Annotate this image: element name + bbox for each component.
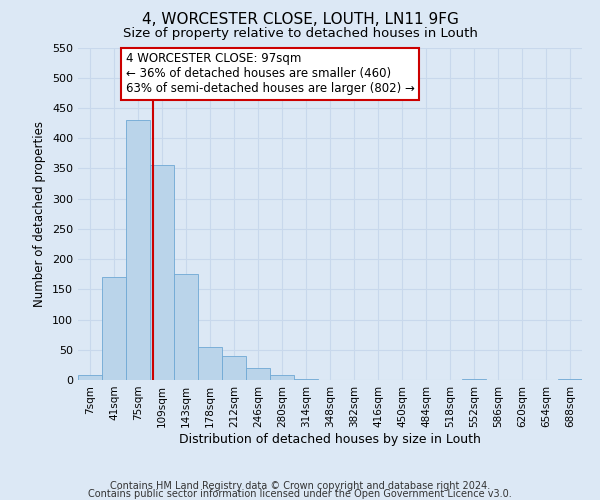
Bar xyxy=(174,274,198,380)
Bar xyxy=(126,120,150,380)
Text: 4, WORCESTER CLOSE, LOUTH, LN11 9FG: 4, WORCESTER CLOSE, LOUTH, LN11 9FG xyxy=(142,12,458,28)
Bar xyxy=(246,368,270,380)
Bar xyxy=(198,347,222,380)
Bar xyxy=(102,277,126,380)
Bar xyxy=(222,356,246,380)
Text: Size of property relative to detached houses in Louth: Size of property relative to detached ho… xyxy=(122,28,478,40)
Y-axis label: Number of detached properties: Number of detached properties xyxy=(34,120,46,306)
Bar xyxy=(78,375,102,380)
Text: 4 WORCESTER CLOSE: 97sqm
← 36% of detached houses are smaller (460)
63% of semi-: 4 WORCESTER CLOSE: 97sqm ← 36% of detach… xyxy=(126,52,415,96)
Text: Contains HM Land Registry data © Crown copyright and database right 2024.: Contains HM Land Registry data © Crown c… xyxy=(110,481,490,491)
Text: Contains public sector information licensed under the Open Government Licence v3: Contains public sector information licen… xyxy=(88,489,512,499)
Bar xyxy=(270,375,294,380)
Bar xyxy=(150,166,174,380)
X-axis label: Distribution of detached houses by size in Louth: Distribution of detached houses by size … xyxy=(179,432,481,446)
